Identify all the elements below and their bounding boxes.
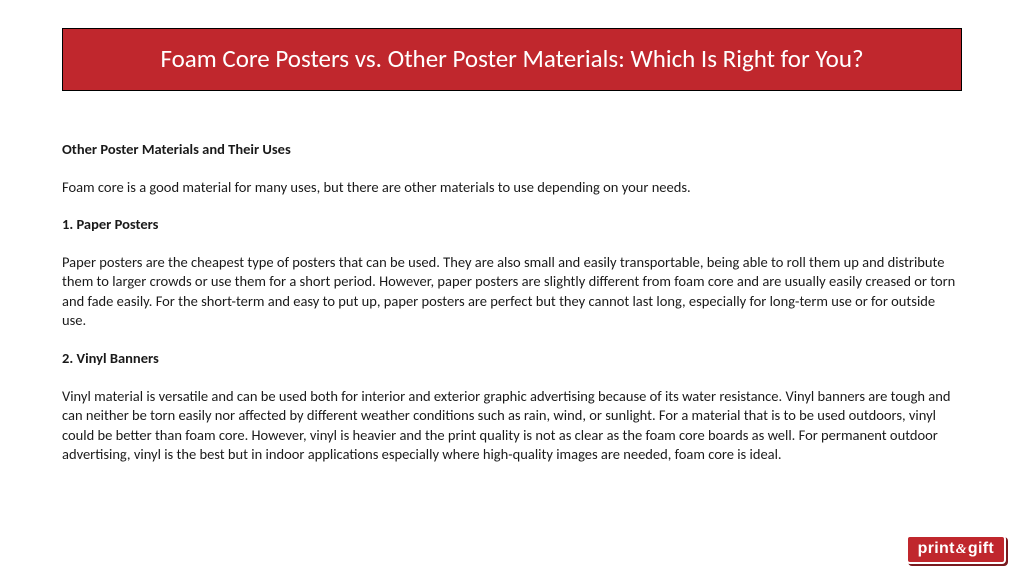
body-content: Other Poster Materials and Their Uses Fo… bbox=[62, 140, 962, 483]
item-body: Vinyl material is versatile and can be u… bbox=[62, 387, 962, 465]
section-heading: Other Poster Materials and Their Uses bbox=[62, 140, 962, 160]
intro-paragraph: Foam core is a good material for many us… bbox=[62, 178, 962, 198]
logo-ampersand: & bbox=[956, 542, 967, 557]
brand-logo: print&gift bbox=[906, 535, 1006, 564]
item-body: Paper posters are the cheapest type of p… bbox=[62, 253, 962, 331]
logo-text-part2: gift bbox=[968, 540, 994, 557]
item-heading: 1. Paper Posters bbox=[62, 215, 962, 235]
item-heading: 2. Vinyl Banners bbox=[62, 349, 962, 369]
page-title: Foam Core Posters vs. Other Poster Mater… bbox=[83, 43, 941, 76]
logo-text-part1: print bbox=[918, 540, 955, 557]
title-banner: Foam Core Posters vs. Other Poster Mater… bbox=[62, 28, 962, 91]
